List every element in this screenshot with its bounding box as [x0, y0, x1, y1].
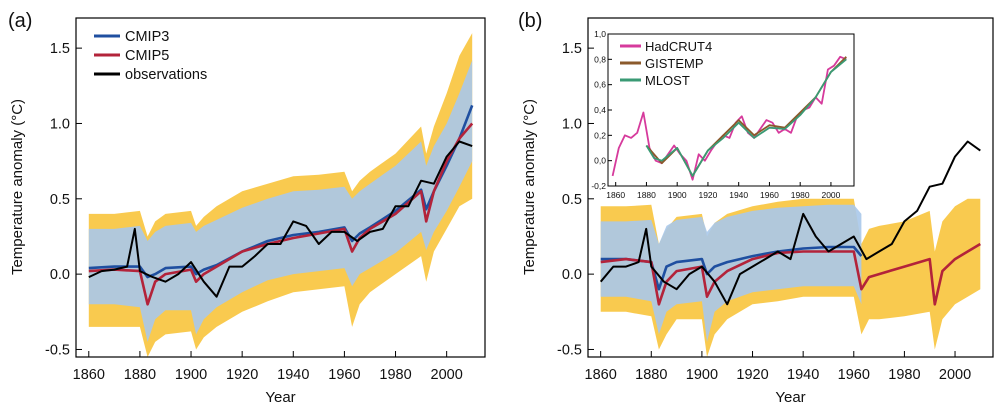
inset-y-ticks: -0,2 0,0 0,2 0,4 0,6 0,8 1,0	[591, 29, 612, 191]
inset-y-tick-label-0: -0,2	[591, 181, 606, 191]
b-band-cmip3	[600, 204, 862, 342]
inset-x-tick-label-1940: 1940	[729, 190, 748, 200]
panel-b-label: (b)	[518, 10, 542, 32]
inset-y-tick-label-3: 0,4	[594, 105, 606, 115]
inset-x-tick-label-1900: 1900	[668, 190, 687, 200]
b-x-tick-label-1860: 1860	[585, 367, 617, 383]
a-x-tick-label-1940: 1940	[277, 367, 309, 383]
b-series-cmip5	[600, 242, 981, 306]
b-x-tick-label-1940: 1940	[787, 367, 819, 383]
b-x-tick-label-2000: 2000	[939, 367, 971, 383]
panel-b-y-ticks: -0.5 0.0 0.5 1.0 1.5	[557, 41, 594, 358]
panel-b-lines	[599, 140, 981, 306]
inset-background	[608, 34, 854, 186]
inset-x-tick-label-1880: 1880	[637, 190, 656, 200]
inset-x-tick-label-1960: 1960	[760, 190, 779, 200]
panel-b-frame	[587, 17, 994, 358]
a-x-tick-label-1960: 1960	[328, 367, 360, 383]
panel-b-x-ticks: 1860 1880 1900 1920 1940 1960 1980 2000	[585, 351, 971, 383]
panel-a-lines	[88, 104, 474, 306]
b-x-tick-label-1960: 1960	[838, 367, 870, 383]
a-y-tick-label-1: 0.0	[50, 267, 70, 283]
a-x-tick-label-2000: 2000	[431, 367, 463, 383]
panel-a-legend: CMIP3 CMIP5 observations	[94, 29, 207, 83]
legend-label-gistemp: GISTEMP	[645, 56, 704, 71]
panel-a-frame	[75, 17, 486, 358]
b-y-tick-label-3: 1.0	[562, 116, 582, 132]
inset-x-tick-label-1920: 1920	[698, 190, 717, 200]
inset-series-mlost	[645, 58, 847, 177]
panel-a: (a) 1860 1880 1900 1920 1940 1960 1980 2000 -0.…	[8, 10, 486, 406]
a-x-tick-label-1900: 1900	[175, 367, 207, 383]
panel-a-y-ticks: -0.5 0.0 0.5 1.0 1.5	[45, 41, 82, 358]
inset-lines	[611, 55, 847, 181]
panel-b-bands	[600, 198, 981, 357]
inset-x-tick-label-1980: 1980	[791, 190, 810, 200]
inset-y-tick-label-2: 0,2	[594, 130, 606, 140]
b-x-tick-label-1880: 1880	[635, 367, 667, 383]
panel-a-y-axis-label: Temperature anomaly (°C)	[9, 99, 26, 275]
a-series-cmip3	[88, 104, 474, 279]
panel-a-label: (a)	[8, 10, 32, 32]
a-series-observations	[88, 140, 473, 298]
panel-a-x-ticks: 1860 1880 1900 1920 1940 1960 1980 2000	[73, 351, 463, 383]
inset-x-tick-label-2000: 2000	[821, 190, 840, 200]
inset: 1860 1880 1900 1920 1940 1960 1980 2000 -0,2 0,0…	[591, 29, 855, 200]
b-series-cmip3	[600, 245, 863, 291]
legend-label-cmip3: CMIP3	[125, 29, 169, 45]
panel-b: (b) 1860 1880 1900 1920 1940 1960 1980 2000 -0.…	[518, 10, 994, 406]
b-y-tick-label-1: 0.0	[562, 267, 582, 283]
inset-y-tick-label-4: 0,6	[594, 80, 606, 90]
b-y-tick-label-4: 1.5	[562, 41, 582, 57]
inset-x-ticks: 1860 1880 1900 1920 1940 1960 1980 2000	[606, 182, 841, 200]
a-y-tick-label-4: 1.5	[50, 41, 70, 57]
b-y-tick-label-0: -0.5	[557, 342, 582, 358]
b-x-tick-label-1920: 1920	[736, 367, 768, 383]
legend-label-observations: observations	[125, 67, 207, 83]
a-x-tick-label-1880: 1880	[124, 367, 156, 383]
b-y-tick-label-2: 0.5	[562, 192, 582, 208]
b-series-observations	[599, 140, 981, 306]
a-x-tick-label-1980: 1980	[379, 367, 411, 383]
a-series-cmip5	[88, 122, 474, 306]
panel-a-x-axis-label: Year	[265, 389, 295, 406]
a-x-tick-label-1920: 1920	[226, 367, 258, 383]
a-y-tick-label-2: 0.5	[50, 192, 70, 208]
inset-y-tick-label-6: 1,0	[594, 29, 606, 39]
inset-legend: HadCRUT4 GISTEMP MLOST	[620, 39, 712, 88]
a-x-tick-label-1860: 1860	[73, 367, 105, 383]
b-x-tick-label-1900: 1900	[686, 367, 718, 383]
inset-x-tick-label-1860: 1860	[606, 190, 625, 200]
b-x-tick-label-1980: 1980	[888, 367, 920, 383]
a-y-tick-label-0: -0.5	[45, 342, 70, 358]
a-y-tick-label-3: 1.0	[50, 116, 70, 132]
panel-b-y-axis-label: Temperature anomaly (°C)	[521, 99, 538, 275]
legend-label-hadcrut4: HadCRUT4	[645, 39, 712, 54]
inset-y-tick-label-5: 0,8	[594, 54, 606, 64]
legend-label-mlost: MLOST	[645, 73, 690, 88]
inset-y-tick-label-1: 0,0	[594, 156, 606, 166]
panel-b-x-axis-label: Year	[775, 389, 805, 406]
legend-label-cmip5: CMIP5	[125, 48, 169, 64]
